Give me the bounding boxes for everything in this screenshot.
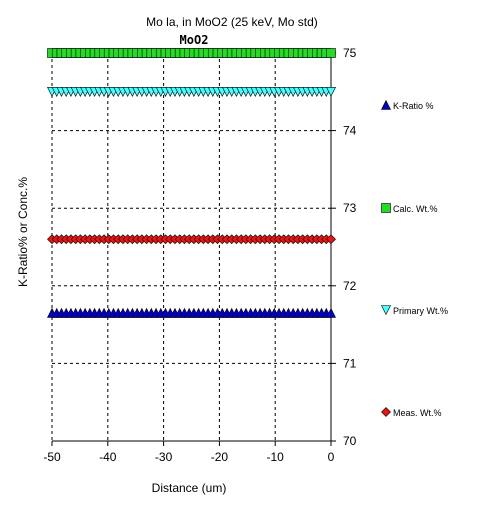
- legend-marker-primary-wt: [381, 305, 391, 316]
- x-tick-label: -20: [211, 450, 229, 464]
- legend: K-Ratio % Calc. Wt.% Primary Wt.% Meas. Wt.…: [381, 99, 448, 418]
- chart-title: Mo la, in MoO2 (25 keV, Mo std): [146, 15, 318, 29]
- legend-label-calc-wt: Calc. Wt.%: [393, 204, 438, 214]
- data-point-k-ratio: [326, 307, 336, 318]
- x-tick-label: -50: [43, 450, 61, 464]
- legend-marker-k-ratio: [381, 99, 391, 110]
- legend-marker-meas-wt: [381, 407, 391, 417]
- data-point-meas-wt: [326, 234, 336, 245]
- x-axis-label: Distance (um): [152, 481, 227, 495]
- series-markers: [47, 48, 336, 318]
- legend-label-meas-wt: Meas. Wt.%: [393, 408, 442, 418]
- chart-subtitle: MoO2: [180, 33, 209, 47]
- x-tick-label: 0: [328, 450, 335, 464]
- y-axis-label: K-Ratio% or Conc.%: [16, 177, 30, 287]
- y-tick-label: 72: [343, 279, 357, 293]
- legend-label-k-ratio: K-Ratio %: [393, 101, 434, 111]
- y-tick-label: 73: [343, 201, 357, 215]
- legend-label-primary-wt: Primary Wt.%: [393, 306, 448, 316]
- y-tick-labels: 70 71 72 73 74 75: [343, 46, 357, 448]
- x-tick-label: -40: [99, 450, 117, 464]
- x-tick-labels: -50 -40 -30 -20 -10 0: [43, 450, 334, 464]
- y-tick-label: 71: [343, 356, 357, 370]
- data-point-primary-wt: [326, 87, 336, 97]
- grid-lines: [51, 52, 332, 442]
- y-tick-label: 70: [343, 434, 357, 448]
- y-tick-label: 75: [343, 46, 357, 60]
- y-tick-label: 74: [343, 124, 357, 138]
- x-tick-label: -10: [267, 450, 285, 464]
- data-point-calc-wt: [326, 48, 336, 58]
- x-tick-label: -30: [155, 450, 173, 464]
- plot-frame: [51, 52, 336, 446]
- legend-marker-calc-wt: [381, 203, 391, 213]
